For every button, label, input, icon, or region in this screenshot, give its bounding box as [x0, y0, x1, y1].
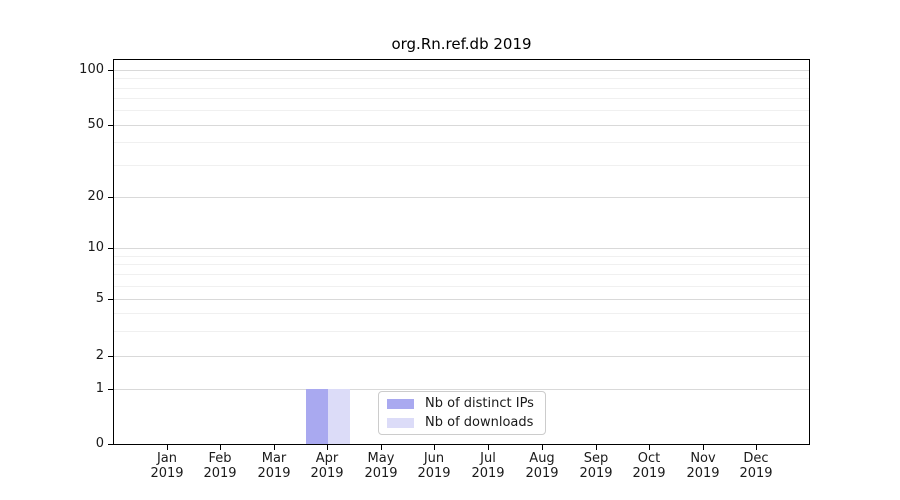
month-label: Aug	[529, 451, 555, 466]
x-tick-label-aug: Aug 2019	[510, 451, 574, 481]
month-label: Nov	[690, 451, 716, 466]
x-tick-mark	[327, 445, 328, 450]
month-label: Oct	[637, 451, 661, 466]
year-label: 2019	[257, 466, 291, 481]
y-tick-label: 100	[79, 62, 104, 77]
year-label: 2019	[579, 466, 613, 481]
y-tick-mark	[108, 248, 113, 249]
plot-area	[113, 59, 810, 445]
year-label: 2019	[686, 466, 720, 481]
gridline-minor-80	[114, 88, 809, 89]
x-tick-label-oct: Oct 2019	[617, 451, 681, 481]
month-label: Apr	[315, 451, 339, 466]
y-tick-mark	[108, 299, 113, 300]
gridline-5	[114, 299, 809, 300]
legend-item-downloads: Nb of downloads	[387, 414, 537, 430]
year-label: 2019	[417, 466, 451, 481]
month-label: Jan	[156, 451, 178, 466]
month-label: Jun	[423, 451, 445, 466]
bar-distinct-ips-apr	[306, 389, 328, 444]
legend-item-distinct-ips: Nb of distinct IPs	[387, 395, 537, 411]
year-label: 2019	[310, 466, 344, 481]
y-tick-mark	[108, 389, 113, 390]
x-tick-mark	[542, 445, 543, 450]
legend-swatch-distinct-ips	[387, 398, 414, 409]
x-tick-label-jun: Jun 2019	[402, 451, 466, 481]
y-tick-mark	[108, 444, 113, 445]
gridline-minor-7	[114, 274, 809, 275]
legend-label: Nb of downloads	[425, 414, 534, 430]
year-label: 2019	[471, 466, 505, 481]
y-tick-mark	[108, 125, 113, 126]
x-tick-mark	[596, 445, 597, 450]
x-tick-mark	[274, 445, 275, 450]
x-tick-mark	[220, 445, 221, 450]
year-label: 2019	[632, 466, 666, 481]
y-tick-mark	[108, 70, 113, 71]
x-tick-label-nov: Nov 2019	[671, 451, 735, 481]
year-label: 2019	[739, 466, 773, 481]
y-tick-label: 50	[87, 117, 104, 132]
gridline-minor-9	[114, 256, 809, 257]
x-tick-mark	[756, 445, 757, 450]
year-label: 2019	[203, 466, 237, 481]
chart-title: org.Rn.ref.db 2019	[391, 35, 532, 53]
gridline-minor-6	[114, 286, 809, 287]
x-tick-label-sep: Sep 2019	[564, 451, 628, 481]
x-tick-label-feb: Feb 2019	[188, 451, 252, 481]
y-tick-label: 1	[95, 381, 104, 396]
year-label: 2019	[150, 466, 184, 481]
month-label: Mar	[261, 451, 287, 466]
gridline-2	[114, 356, 809, 357]
y-tick-label: 10	[87, 240, 104, 255]
x-tick-mark	[649, 445, 650, 450]
gridline-minor-3	[114, 331, 809, 332]
gridline-minor-4	[114, 313, 809, 314]
x-tick-label-mar: Mar 2019	[242, 451, 306, 481]
month-label: Sep	[583, 451, 609, 466]
y-tick-mark	[108, 197, 113, 198]
gridline-minor-60	[114, 110, 809, 111]
x-tick-mark	[488, 445, 489, 450]
bar-downloads-apr	[328, 389, 350, 444]
y-tick-label: 2	[95, 348, 104, 363]
gridline-minor-8	[114, 264, 809, 265]
month-label: Jul	[480, 451, 496, 466]
legend: Nb of distinct IPs Nb of downloads	[378, 391, 546, 435]
gridline-minor-90	[114, 78, 809, 79]
legend-swatch-downloads	[387, 417, 414, 428]
x-tick-mark	[434, 445, 435, 450]
gridline-minor-70	[114, 98, 809, 99]
y-tick-mark	[108, 356, 113, 357]
y-tick-label: 20	[87, 189, 104, 204]
gridline-1	[114, 389, 809, 390]
gridline-minor-40	[114, 142, 809, 143]
year-label: 2019	[525, 466, 559, 481]
gridline-50	[114, 125, 809, 126]
year-label: 2019	[364, 466, 398, 481]
x-tick-mark	[167, 445, 168, 450]
month-label: Feb	[208, 451, 232, 466]
gridline-minor-30	[114, 165, 809, 166]
gridline-100	[114, 70, 809, 71]
x-tick-mark	[703, 445, 704, 450]
gridline-20	[114, 197, 809, 198]
x-tick-label-jan: Jan 2019	[135, 451, 199, 481]
y-tick-label: 0	[95, 436, 104, 451]
month-label: Dec	[743, 451, 769, 466]
x-tick-label-jul: Jul 2019	[456, 451, 520, 481]
x-tick-label-apr: Apr 2019	[295, 451, 359, 481]
legend-label: Nb of distinct IPs	[425, 395, 534, 411]
x-tick-label-dec: Dec 2019	[724, 451, 788, 481]
x-tick-mark	[381, 445, 382, 450]
gridline-10	[114, 248, 809, 249]
y-tick-label: 5	[95, 291, 104, 306]
month-label: May	[367, 451, 395, 466]
x-tick-label-may: May 2019	[349, 451, 413, 481]
